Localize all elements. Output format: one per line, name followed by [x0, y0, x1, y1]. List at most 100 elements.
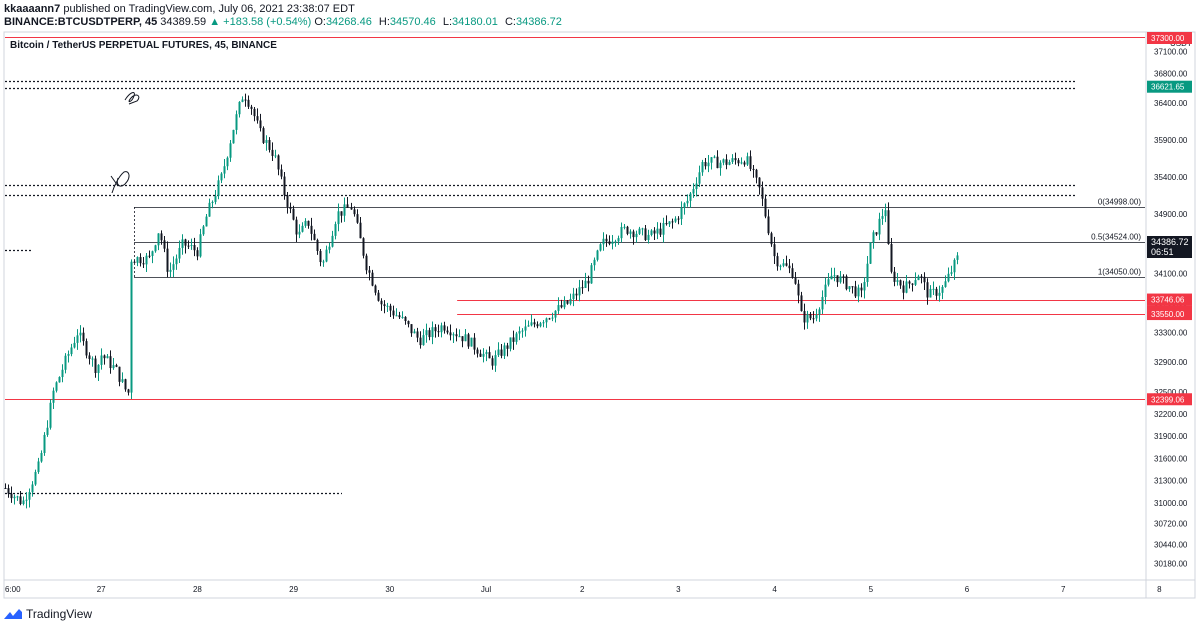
candle-body — [596, 250, 599, 260]
candle — [235, 110, 238, 135]
candle — [422, 328, 425, 346]
candle-body — [46, 427, 49, 435]
candle-body — [668, 221, 671, 225]
candle-body — [214, 196, 217, 202]
candle — [725, 154, 728, 170]
candle — [377, 290, 380, 302]
chart-pane[interactable] — [3, 31, 1196, 599]
candle — [500, 344, 503, 359]
candle — [103, 354, 106, 365]
candle-body — [896, 280, 899, 282]
candle-body — [353, 209, 356, 215]
candle-body — [941, 286, 944, 293]
candle — [184, 238, 187, 254]
candle-body — [788, 265, 791, 269]
candle — [127, 388, 130, 396]
candle-body — [821, 297, 824, 310]
time-tick-label: 2 — [580, 585, 585, 594]
price-tag: 33746.06 — [1147, 293, 1192, 306]
candle-body — [295, 219, 298, 235]
tradingview-footer[interactable]: TradingView — [4, 605, 92, 623]
candle-body — [7, 488, 10, 494]
candle — [521, 328, 524, 338]
candle-body — [698, 172, 701, 184]
candle — [449, 324, 452, 341]
time-axis[interactable]: 6:00 27 28 29 30 Jul 2 3 4 5 6 7 8 — [5, 585, 1162, 594]
candle-body — [920, 276, 923, 278]
author-name[interactable]: kkaaaann7 — [4, 3, 61, 15]
candle — [518, 326, 521, 341]
candle — [115, 363, 118, 368]
current-price-tag: 34386.72 06:51 — [1147, 236, 1192, 258]
candle-body — [464, 334, 467, 342]
candle — [295, 216, 298, 242]
candle — [779, 264, 782, 271]
candle-body — [374, 285, 377, 293]
price-tag-box — [1147, 393, 1192, 406]
candle — [476, 347, 479, 358]
candle-body — [130, 261, 133, 393]
candle-body — [13, 496, 16, 499]
candle-body — [680, 207, 683, 220]
candle-body — [500, 349, 503, 356]
candle-body — [274, 155, 277, 157]
price-tag-text: 33746.06 — [1151, 296, 1185, 305]
candle — [869, 242, 872, 264]
candle — [692, 183, 695, 198]
candle-body — [482, 353, 485, 357]
candle-body — [359, 222, 362, 239]
candle — [650, 229, 653, 237]
candle — [689, 191, 692, 208]
candle-body — [563, 300, 566, 308]
candle-body — [548, 318, 551, 320]
candle — [19, 490, 22, 506]
candle-body — [428, 330, 431, 338]
fib-retracement[interactable]: 0(34998.00) 0.5(34524.00) 1(34050.00) — [134, 198, 1145, 278]
candle-body — [157, 233, 160, 246]
candle-body — [121, 379, 124, 382]
candle-body — [289, 206, 292, 209]
candle-body — [106, 356, 109, 359]
candle-body — [443, 325, 446, 331]
candle — [491, 355, 494, 370]
candle-body — [686, 200, 689, 204]
price-tick-label: 31600.00 — [1154, 454, 1188, 463]
candle-body — [944, 281, 947, 287]
price-labels: 37300.0036621.6533746.0633746.0633550.00… — [1147, 32, 1192, 406]
candle — [872, 230, 875, 249]
candle-body — [334, 224, 337, 236]
candle — [410, 324, 413, 337]
candle-body — [343, 204, 346, 216]
candle-body — [602, 238, 605, 245]
candle — [401, 311, 404, 319]
candle — [413, 328, 416, 334]
candle-body — [127, 389, 130, 393]
price-tick-label: 32900.00 — [1154, 358, 1188, 367]
candle — [208, 198, 211, 217]
candle — [485, 349, 488, 362]
candle — [196, 247, 199, 261]
candle — [782, 259, 785, 268]
candle-body — [416, 331, 419, 338]
candle — [136, 256, 139, 267]
candle-body — [124, 379, 127, 390]
candle — [214, 190, 217, 205]
candle — [31, 481, 34, 497]
candle — [746, 152, 749, 166]
candle — [731, 154, 734, 164]
candle — [199, 228, 202, 258]
candle — [70, 343, 73, 357]
candle — [644, 224, 647, 241]
candle — [67, 350, 70, 363]
ohlc-close-label: C: — [504, 16, 516, 28]
candle-body — [220, 173, 223, 181]
candle-body — [247, 99, 250, 107]
candle-body — [142, 263, 145, 265]
candle-body — [322, 261, 325, 263]
last-price: 34389.59 — [160, 16, 207, 28]
price-tag: 33550.00 — [1147, 308, 1192, 321]
candle-body — [926, 282, 929, 298]
candle-body — [286, 195, 289, 207]
candle — [683, 202, 686, 215]
